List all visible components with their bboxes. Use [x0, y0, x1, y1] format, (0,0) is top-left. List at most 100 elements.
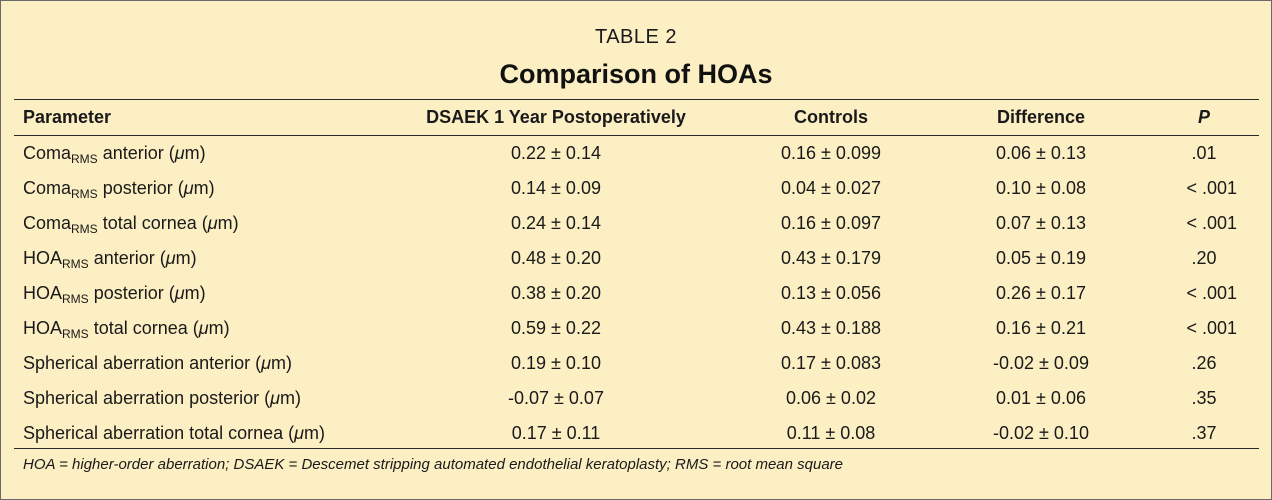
cell-difference: 0.07 ± 0.13: [996, 213, 1086, 233]
cell-controls: 0.04 ± 0.027: [781, 178, 881, 198]
cell-dsaek: 0.38 ± 0.20: [511, 283, 601, 303]
cell-parameter: Spherical aberration total cornea (μm): [23, 416, 325, 451]
unit-symbol: μ: [183, 178, 194, 198]
cell-p-value: .35: [1191, 388, 1217, 408]
cell-difference: 0.26 ± 0.17: [996, 283, 1086, 303]
parameter-qualifier: anterior (: [88, 248, 166, 268]
table-row: HOARMS anterior (μm) 0.48 ± 0.20 0.43 ± 0.…: [1, 241, 1271, 276]
cell-controls: 0.16 ± 0.099: [781, 143, 881, 163]
unit-suffix: m): [184, 143, 206, 163]
unit-suffix: m): [184, 283, 206, 303]
unit-suffix: m): [271, 353, 292, 373]
cell-difference: 0.16 ± 0.21: [996, 318, 1086, 338]
unit-symbol: μ: [174, 283, 185, 303]
parameter-name: Coma: [23, 143, 72, 163]
cell-p-value: .20: [1191, 248, 1217, 268]
table-row: ComaRMS total cornea (μm) 0.24 ± 0.14 0.16…: [1, 206, 1271, 241]
header-dsaek: DSAEK 1 Year Postoperatively: [426, 107, 686, 127]
unit-suffix: m): [280, 388, 301, 408]
cell-dsaek: 0.14 ± 0.09: [511, 178, 601, 198]
cell-difference: -0.02 ± 0.10: [993, 423, 1089, 443]
cell-parameter: ComaRMS anterior (μm): [23, 136, 206, 171]
cell-dsaek: -0.07 ± 0.07: [508, 388, 604, 408]
parameter-subscript: RMS: [71, 222, 98, 236]
unit-symbol: μ: [294, 423, 305, 443]
unit-symbol: μ: [165, 248, 176, 268]
cell-parameter: HOARMS posterior (μm): [23, 276, 206, 311]
table-number: TABLE 2: [594, 26, 678, 48]
unit-suffix: m): [208, 318, 230, 338]
table-row: Spherical aberration posterior (μm) -0.07…: [1, 381, 1271, 416]
table-row: HOARMS total cornea (μm) 0.59 ± 0.22 0.43 …: [1, 311, 1271, 346]
cell-p-value: < .001: [1186, 283, 1237, 303]
unit-suffix: m): [175, 248, 197, 268]
cell-p-value: .37: [1191, 423, 1217, 443]
table-row: Spherical aberration total cornea (μm) 0.…: [1, 416, 1271, 451]
cell-p-value: < .001: [1186, 213, 1237, 233]
unit-suffix: m): [217, 213, 239, 233]
cell-dsaek: 0.59 ± 0.22: [511, 318, 601, 338]
cell-dsaek: 0.17 ± 0.11: [511, 423, 601, 443]
top-rule: [14, 99, 1259, 100]
cell-dsaek: 0.48 ± 0.20: [511, 248, 601, 268]
cell-controls: 0.16 ± 0.097: [781, 213, 881, 233]
cell-controls: 0.06 ± 0.02: [786, 388, 876, 408]
cell-difference: 0.06 ± 0.13: [996, 143, 1086, 163]
unit-suffix: m): [193, 178, 215, 198]
bottom-rule: [14, 448, 1259, 449]
header-row: Parameter DSAEK 1 Year Postoperatively C…: [1, 100, 1271, 135]
parameter-name: HOA: [23, 248, 63, 268]
cell-p-value: .01: [1191, 143, 1217, 163]
table-row: Spherical aberration anterior (μm) 0.19 ±…: [1, 346, 1271, 381]
parameter-name: Spherical aberration anterior (: [23, 353, 262, 373]
header-p: P: [1197, 107, 1210, 127]
cell-difference: 0.05 ± 0.19: [996, 248, 1086, 268]
parameter-subscript: RMS: [62, 257, 89, 271]
header-parameter: Parameter: [23, 107, 112, 127]
cell-p-value: < .001: [1186, 178, 1237, 198]
parameter-qualifier: total cornea (: [88, 318, 199, 338]
cell-controls: 0.13 ± 0.056: [781, 283, 881, 303]
cell-dsaek: 0.24 ± 0.14: [511, 213, 601, 233]
unit-symbol: μ: [270, 388, 280, 408]
cell-difference: -0.02 ± 0.09: [993, 353, 1089, 373]
cell-parameter: HOARMS total cornea (μm): [23, 311, 230, 346]
parameter-name: Spherical aberration posterior (: [23, 388, 271, 408]
cell-controls: 0.17 ± 0.083: [781, 353, 881, 373]
table-row: ComaRMS anterior (μm) 0.22 ± 0.14 0.16 ± 0…: [1, 136, 1271, 171]
cell-parameter: ComaRMS posterior (μm): [23, 171, 215, 206]
cell-difference: 0.01 ± 0.06: [996, 388, 1086, 408]
parameter-name: Spherical aberration total cornea (: [23, 423, 295, 443]
unit-symbol: μ: [174, 143, 185, 163]
parameter-subscript: RMS: [71, 187, 98, 201]
parameter-qualifier: anterior (: [97, 143, 175, 163]
parameter-qualifier: posterior (: [97, 178, 184, 198]
unit-symbol: μ: [207, 213, 218, 233]
parameter-qualifier: total cornea (: [97, 213, 208, 233]
table-row: HOARMS posterior (μm) 0.38 ± 0.20 0.13 ± 0…: [1, 276, 1271, 311]
cell-controls: 0.43 ± 0.188: [781, 318, 881, 338]
table-title: Comparison of HOAs: [499, 59, 773, 89]
parameter-name: Coma: [23, 213, 72, 233]
parameter-subscript: RMS: [62, 292, 89, 306]
unit-suffix: m): [304, 423, 326, 443]
cell-dsaek: 0.22 ± 0.14: [511, 143, 601, 163]
cell-controls: 0.43 ± 0.179: [781, 248, 881, 268]
header-rule: [14, 135, 1259, 136]
table-row: ComaRMS posterior (μm) 0.14 ± 0.09 0.04 ± …: [1, 171, 1271, 206]
header-difference: Difference: [996, 107, 1086, 127]
cell-p-value: < .001: [1186, 318, 1237, 338]
unit-symbol: μ: [198, 318, 209, 338]
parameter-qualifier: posterior (: [88, 283, 175, 303]
cell-difference: 0.10 ± 0.08: [996, 178, 1086, 198]
parameter-name: HOA: [23, 283, 63, 303]
table-footnote: HOA = higher-order aberration; DSAEK = D…: [23, 456, 844, 473]
cell-p-value: .26: [1191, 353, 1217, 373]
cell-controls: 0.11 ± 0.08: [786, 423, 876, 443]
header-controls: Controls: [794, 107, 868, 127]
cell-dsaek: 0.19 ± 0.10: [511, 353, 601, 373]
unit-symbol: μ: [261, 353, 271, 373]
parameter-name: Coma: [23, 178, 72, 198]
cell-parameter: Spherical aberration anterior (μm): [23, 346, 292, 381]
